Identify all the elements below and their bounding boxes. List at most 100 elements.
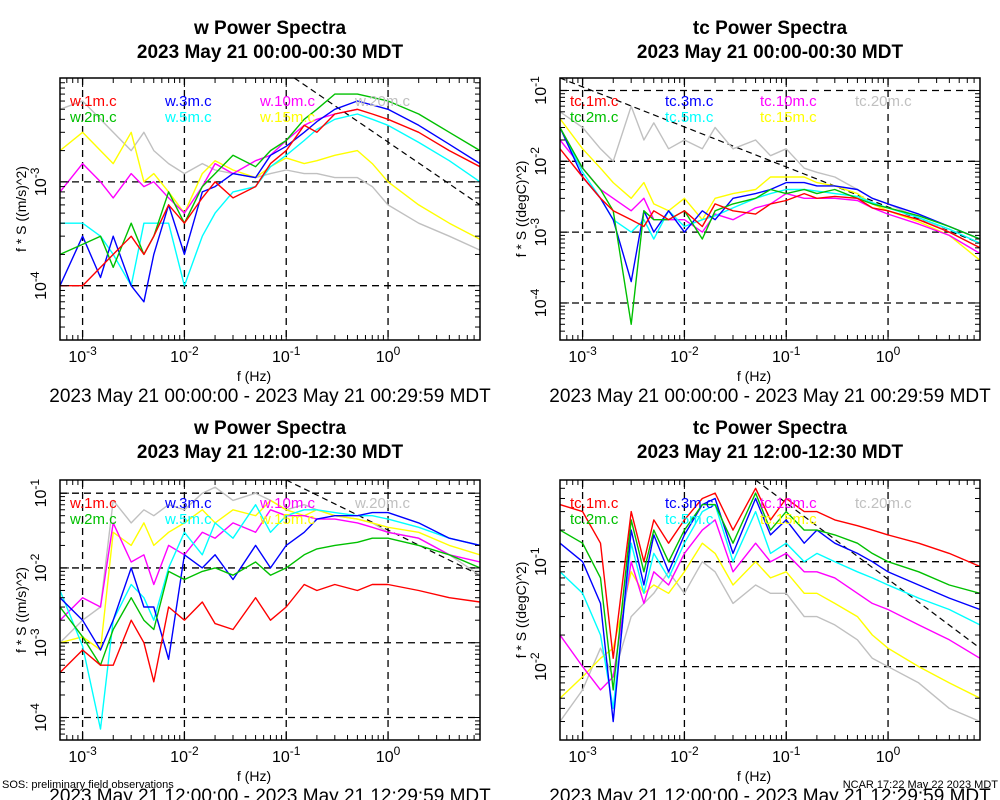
y-axis-label: f * S ((m/s)^2): [13, 166, 29, 252]
series-line-tc.2m.c: [560, 127, 980, 325]
plot-area: [560, 480, 980, 740]
chart-subtitle: 2023 May 21 00:00-00:30 MDT: [637, 42, 904, 63]
time-range-label: 2023 May 21 00:00:00 - 2023 May 21 00:29…: [549, 386, 991, 407]
series-line-tc.1m.c: [560, 487, 980, 659]
chart-title: tc Power Spectra: [693, 18, 848, 39]
legend-label: w.3m.c: [164, 495, 212, 512]
chart-title: w Power Spectra: [193, 418, 346, 439]
x-tick-label: 10-1: [772, 344, 801, 366]
x-tick-label: 100: [376, 344, 401, 366]
x-tick-label: 100: [876, 344, 901, 366]
legend-label: w.20m.c: [354, 495, 411, 512]
x-tick-label: 10-1: [772, 744, 801, 766]
plot-area: [60, 78, 480, 340]
legend-label: tc.10m.c: [760, 93, 817, 110]
x-tick-label: 10-2: [670, 344, 699, 366]
series-line-w.15m.c: [60, 131, 480, 240]
legend-label: w.15m.c: [259, 109, 316, 126]
reference-slope-line: [285, 480, 480, 576]
footer-left-note: SOS: preliminary field observations: [2, 779, 174, 791]
x-tick-label: 10-1: [272, 344, 301, 366]
legend-label: w.1m.c: [69, 93, 117, 110]
legend-label: tc.20m.c: [855, 93, 912, 110]
series-line-tc.2m.c: [560, 492, 980, 691]
legend-label: w.2m.c: [69, 511, 117, 528]
x-tick-label: 10-3: [68, 744, 97, 766]
series-line-tc.3m.c: [560, 127, 980, 283]
legend-label: tc.10m.c: [760, 495, 817, 512]
legend-label: tc.1m.c: [570, 495, 619, 512]
y-tick-label: 10-3: [528, 218, 550, 247]
legend-label: w.2m.c: [69, 109, 117, 126]
series-line-w.1m.c: [60, 108, 480, 287]
y-axis-label: f * S ((degC)^2): [513, 161, 529, 258]
series-line-w.15m.c: [60, 499, 480, 651]
y-tick-label: 10-4: [28, 703, 50, 732]
y-tick-label: 10-3: [28, 167, 50, 196]
y-axis-label: f * S ((m/s)^2): [13, 567, 29, 653]
series-line-w.2m.c: [60, 537, 480, 666]
spectra-panel-1: w Power Spectra 2023 May 21 00:00-00:30 M…: [13, 18, 491, 407]
x-tick-label: 10-3: [68, 344, 97, 366]
legend-label: tc.15m.c: [760, 109, 817, 126]
x-tick-label: 10-3: [568, 344, 597, 366]
series-line-w.5m.c: [60, 504, 480, 730]
series-line-tc.10m.c: [560, 139, 980, 255]
legend-label: w.3m.c: [164, 93, 212, 110]
legend-label: tc.5m.c: [665, 511, 714, 528]
y-axis-label: f * S ((degC)^2): [513, 562, 529, 659]
x-axis-label: f (Hz): [737, 368, 771, 384]
plot-area: [60, 480, 480, 740]
x-tick-label: 10-2: [170, 344, 199, 366]
spectra-panel-2: tc Power Spectra 2023 May 21 00:00-00:30 …: [513, 18, 991, 407]
series-line-w.10m.c: [60, 509, 480, 621]
legend-label: tc.3m.c: [665, 93, 714, 110]
reference-slope-line: [755, 480, 980, 649]
legend-label: tc.3m.c: [665, 495, 714, 512]
time-range-label: 2023 May 21 00:00:00 - 2023 May 21 00:29…: [49, 386, 491, 407]
y-tick-label: 10-1: [28, 479, 50, 508]
series-line-tc.10m.c: [560, 519, 980, 691]
legend-label: w.1m.c: [69, 495, 117, 512]
footer-right-note: NCAR 17:22 May 22 2023 MDT: [843, 779, 999, 791]
legend-label: tc.20m.c: [855, 495, 912, 512]
chart-subtitle: 2023 May 21 00:00-00:30 MDT: [137, 42, 404, 63]
series-line-w.2m.c: [60, 93, 480, 269]
y-tick-label: 10-1: [528, 76, 550, 105]
legend-label: w.10m.c: [259, 93, 316, 110]
x-tick-label: 10-2: [670, 744, 699, 766]
x-tick-label: 10-1: [272, 744, 301, 766]
chart-title: tc Power Spectra: [693, 418, 848, 439]
y-tick-label: 10-2: [528, 652, 550, 681]
series-line-tc.20m.c: [560, 561, 980, 723]
x-tick-label: 10-3: [568, 744, 597, 766]
legend-label: tc.2m.c: [570, 511, 619, 528]
series-line-w.1m.c: [60, 583, 480, 683]
x-tick-label: 10-2: [170, 744, 199, 766]
y-tick-label: 10-2: [28, 553, 50, 582]
reference-slope-line: [293, 78, 480, 206]
y-tick-label: 10-1: [528, 547, 550, 576]
y-tick-label: 10-4: [528, 288, 550, 317]
y-tick-label: 10-2: [528, 147, 550, 176]
x-tick-label: 100: [876, 744, 901, 766]
series-line-w.20m.c: [60, 486, 480, 644]
series-line-tc.3m.c: [560, 497, 980, 723]
spectra-panel-4: tc Power Spectra 2023 May 21 12:00-12:30 …: [513, 418, 991, 800]
legend-label: w.10m.c: [259, 495, 316, 512]
x-axis-label: f (Hz): [237, 768, 271, 784]
legend-label: tc.5m.c: [665, 109, 714, 126]
series-line-tc.5m.c: [560, 503, 980, 710]
y-tick-label: 10-3: [28, 628, 50, 657]
reference-slope-line: [560, 78, 980, 244]
series-line-tc.5m.c: [560, 127, 980, 244]
legend-label: tc.1m.c: [570, 93, 619, 110]
x-axis-label: f (Hz): [737, 768, 771, 784]
time-range-label: 2023 May 21 12:00:00 - 2023 May 21 12:29…: [549, 786, 991, 800]
chart-subtitle: 2023 May 21 12:00-12:30 MDT: [137, 442, 404, 463]
legend-label: tc.2m.c: [570, 109, 619, 126]
legend-label: w.5m.c: [164, 109, 212, 126]
series-line-w.3m.c: [60, 511, 480, 660]
chart-subtitle: 2023 May 21 12:00-12:30 MDT: [637, 442, 904, 463]
time-range-label: 2023 May 21 12:00:00 - 2023 May 21 12:29…: [49, 786, 491, 800]
